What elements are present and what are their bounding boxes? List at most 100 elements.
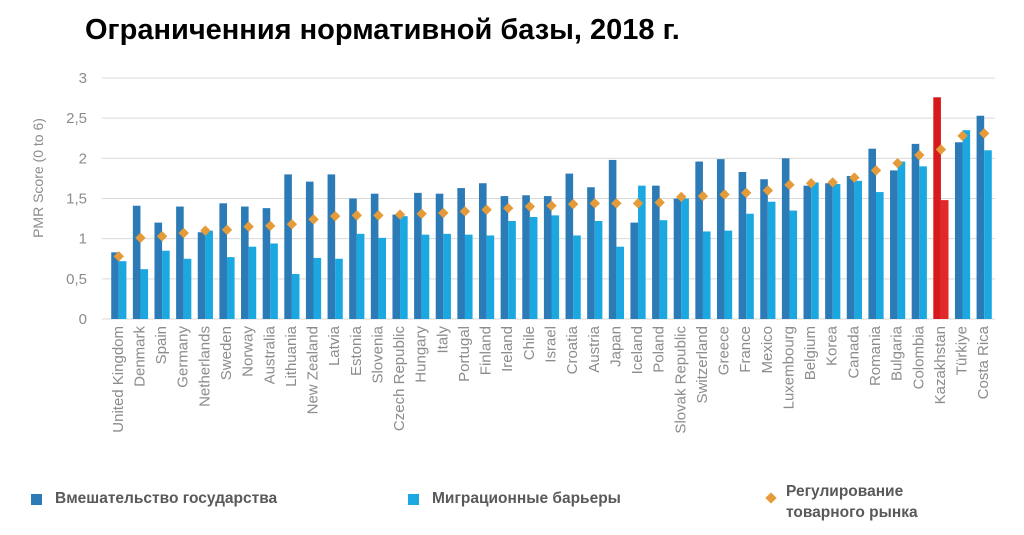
- x-tick-label: Canada: [845, 325, 862, 378]
- x-tick-label: France: [737, 326, 754, 373]
- x-tick-label: Spain: [153, 326, 170, 364]
- chart-title: Ограниченния нормативной базы, 2018 г.: [85, 14, 680, 46]
- bar-migration-37: [919, 166, 927, 319]
- marker-market-9: [308, 214, 319, 225]
- bar-migration-40: [984, 150, 992, 319]
- bar-migration-36: [897, 161, 906, 319]
- bar-migration-32: [811, 182, 819, 319]
- marker-market-33: [827, 177, 838, 188]
- bar-state-32: [803, 185, 812, 319]
- bar-migration-6: [248, 246, 257, 319]
- x-tick-label: Netherlands: [196, 326, 213, 407]
- bar-migration-3: [183, 258, 192, 319]
- bar-migration-39: [962, 130, 971, 319]
- marker-market-18: [503, 202, 514, 214]
- bar-migration-15: [443, 233, 451, 319]
- bar-state-23: [608, 159, 617, 319]
- x-tick-label: Ireland: [499, 326, 516, 372]
- bar-state-16: [457, 188, 465, 319]
- x-tick-label: Colombia: [910, 325, 927, 389]
- x-tick-label: Costa Rica: [975, 325, 992, 399]
- market-regulation-markers: [113, 128, 990, 262]
- x-tick-label: Austria: [586, 325, 603, 372]
- marker-market-0: [113, 251, 125, 262]
- x-tick-label: Poland: [651, 326, 668, 373]
- bar-migration-12: [378, 237, 387, 319]
- bar-state-12: [370, 193, 379, 319]
- y-tick-label: 3: [79, 70, 87, 87]
- bar-migration-21: [573, 235, 581, 319]
- bar-state-8: [284, 174, 292, 319]
- bar-state-4: [197, 232, 206, 319]
- marker-market-35: [870, 165, 882, 176]
- bar-state-6: [241, 206, 249, 319]
- marker-market-32: [805, 178, 817, 189]
- bar-migration-22: [594, 220, 603, 319]
- x-tick-label: Belgium: [802, 326, 819, 380]
- x-tick-label: Greece: [716, 326, 733, 375]
- marker-market-20: [546, 200, 557, 211]
- bar-state-35: [868, 148, 877, 319]
- x-tick-label: Slovenia: [369, 325, 386, 383]
- marker-market-14: [416, 208, 427, 219]
- bar-migration-29: [746, 213, 754, 319]
- marker-market-7: [265, 220, 276, 232]
- marker-market-31: [784, 179, 795, 191]
- bar-migration-23: [616, 246, 625, 319]
- marker-market-40: [978, 128, 990, 139]
- bar-state-26: [673, 198, 682, 319]
- marker-market-5: [221, 224, 233, 236]
- marker-market-24: [632, 198, 644, 209]
- marker-market-10: [329, 210, 341, 222]
- bar-state-3: [176, 206, 184, 319]
- legend-swatch-state: [31, 494, 42, 505]
- bar-state-31: [781, 158, 790, 319]
- marker-market-38: [935, 144, 947, 155]
- legend-swatch-migration: [408, 494, 419, 505]
- bar-migration-19: [529, 216, 538, 319]
- x-tick-label: Luxembourg: [780, 326, 797, 409]
- bar-state-20: [543, 196, 552, 319]
- bar-migration-14: [421, 234, 430, 319]
- bar-state-27: [695, 161, 703, 319]
- x-tick-label: Israel: [543, 326, 560, 363]
- y-tick-label: 1,5: [66, 191, 87, 208]
- bar-state-7: [262, 208, 271, 319]
- bar-migration-25: [659, 220, 668, 319]
- y-axis-label: PMR Score (0 to 6): [30, 118, 46, 238]
- bar-state-2: [154, 222, 163, 319]
- marker-market-17: [481, 204, 492, 215]
- x-tick-label: Japan: [607, 326, 624, 367]
- x-tick-label: Chile: [521, 326, 538, 360]
- bar-migration-13: [400, 216, 408, 319]
- x-tick-label: Bulgaria: [889, 325, 906, 381]
- bar-migration-20: [551, 215, 560, 319]
- marker-market-13: [394, 209, 406, 220]
- x-tick-label: Korea: [824, 325, 841, 366]
- x-tick-label: Türkiye: [954, 326, 971, 375]
- x-tick-label: Kazakhstan: [932, 326, 949, 404]
- marker-market-3: [178, 227, 189, 239]
- bar-migration-17: [486, 235, 495, 319]
- y-tick-label: 2: [79, 150, 87, 167]
- marker-market-19: [524, 201, 536, 212]
- marker-market-21: [567, 198, 579, 210]
- bar-migration-24: [638, 185, 646, 319]
- bar-migration-33: [832, 184, 841, 319]
- bar-state-17: [478, 183, 487, 319]
- bar-migration-4: [205, 230, 213, 319]
- marker-market-37: [914, 149, 925, 161]
- bar-state-40: [976, 115, 985, 319]
- bar-state-36: [890, 170, 898, 319]
- x-tick-label: Latvia: [326, 325, 343, 366]
- x-tick-label: United Kingdom: [110, 326, 127, 433]
- x-tick-label: Slovak Republic: [672, 326, 689, 434]
- bar-migration-16: [464, 234, 473, 319]
- bar-migration-10: [335, 258, 343, 319]
- bar-migration-38: [940, 200, 949, 319]
- bar-state-5: [219, 203, 227, 319]
- bar-migration-18: [508, 220, 516, 319]
- legend-label-market-line2: товарного рынка: [786, 504, 918, 521]
- marker-market-22: [589, 198, 600, 209]
- bar-state-28: [716, 159, 725, 319]
